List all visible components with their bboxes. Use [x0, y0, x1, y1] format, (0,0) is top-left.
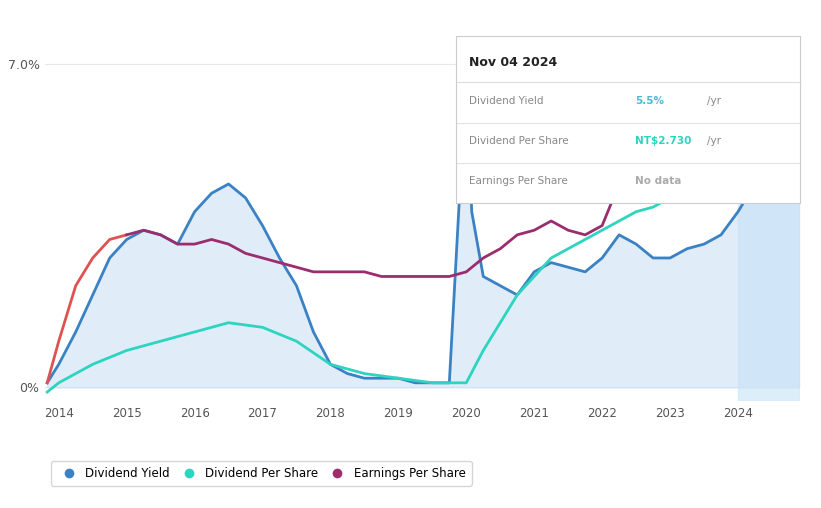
Text: No data: No data — [635, 176, 681, 186]
Legend: Dividend Yield, Dividend Per Share, Earnings Per Share: Dividend Yield, Dividend Per Share, Earn… — [51, 461, 471, 486]
Text: Dividend Per Share: Dividend Per Share — [470, 136, 569, 146]
Text: /yr: /yr — [708, 136, 722, 146]
Text: NT$2.730: NT$2.730 — [635, 136, 691, 146]
Text: Earnings Per Share: Earnings Per Share — [470, 176, 568, 186]
Text: Past: Past — [741, 56, 764, 66]
Text: /yr: /yr — [708, 96, 722, 106]
Bar — [738, 41, 800, 401]
Text: 5.5%: 5.5% — [635, 96, 664, 106]
Text: Dividend Yield: Dividend Yield — [470, 96, 544, 106]
Text: Nov 04 2024: Nov 04 2024 — [470, 56, 557, 69]
